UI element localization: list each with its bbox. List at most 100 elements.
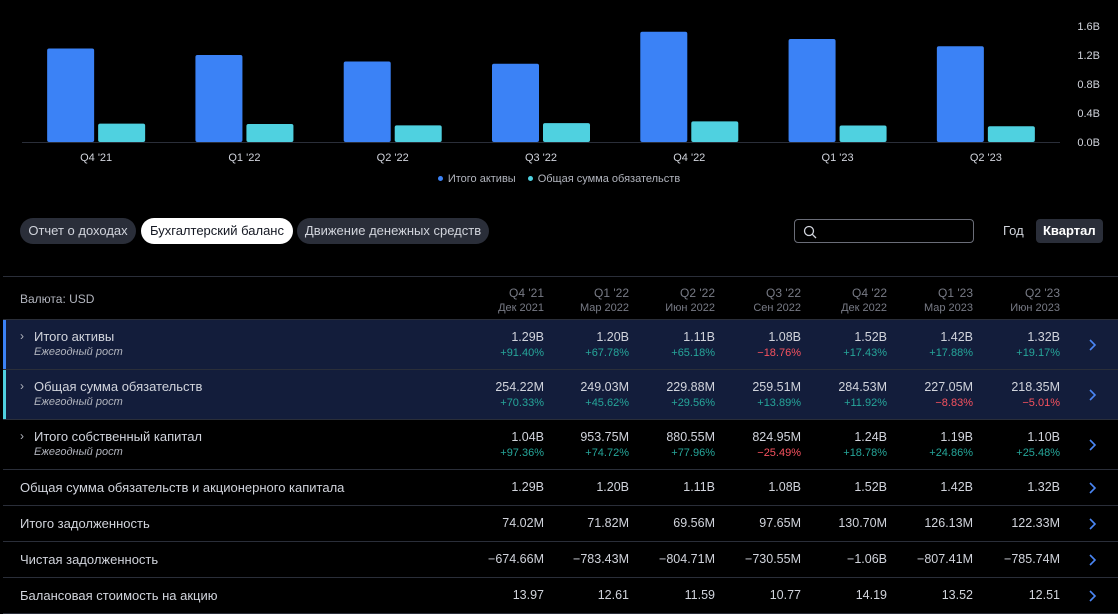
cell-value: 1.08B (768, 330, 801, 344)
cell-growth: +18.78% (843, 447, 887, 459)
cell-growth: +77.96% (671, 447, 715, 459)
cell-growth: +19.17% (1016, 347, 1060, 359)
legend-swatch (437, 176, 443, 181)
bar-total-liabilities[interactable] (987, 126, 1035, 142)
y-tick-label: 1.2B (1077, 50, 1100, 62)
cell-value: 1.52B (854, 330, 887, 344)
cell-value: 254.22M (495, 380, 544, 394)
cell-value: 1.20B (596, 330, 629, 344)
cell-value: 953.75M (580, 430, 629, 444)
cell-growth: +65.18% (671, 347, 715, 359)
cell-growth: +17.88% (929, 347, 973, 359)
column-header-date: Дек 2021 (498, 302, 544, 314)
period-quarter-button[interactable]: Квартал (1036, 219, 1103, 243)
cell-value: 1.32B (1027, 330, 1060, 344)
expand-chevron-icon[interactable]: › (20, 329, 24, 343)
legend-label: Итого активы (447, 172, 516, 185)
chevron-right-icon[interactable] (1084, 516, 1100, 532)
table-row[interactable]: Балансовая стоимость на акцию 13.97 12.61 1… (3, 578, 1118, 614)
cell-growth: −18.76% (757, 347, 801, 359)
bar-total-liabilities[interactable] (246, 123, 294, 142)
column-header-date: Дек 2022 (841, 302, 887, 314)
chart-svg: 1.6B 1.2B 0.8B 0.4B 0.0B Q4 '21 Q1 '22 Q2 '22 Q3… (22, 21, 1100, 164)
chevron-right-icon[interactable] (1084, 337, 1100, 353)
cell-value: 259.51M (752, 380, 801, 394)
cell-value: 97.65M (759, 516, 801, 530)
cell-value: 13.52 (941, 588, 973, 602)
chevron-right-icon[interactable] (1084, 552, 1100, 568)
expand-chevron-icon[interactable]: › (20, 379, 24, 393)
cell-value: 1.42B (940, 480, 973, 494)
chevron-right-icon[interactable] (1084, 437, 1100, 453)
bar-chart: 1.6B 1.2B 0.8B 0.4B 0.0B Q4 '21 Q1 '22 Q2 '22 Q3… (0, 0, 1118, 200)
bar-total-assets[interactable] (936, 46, 984, 142)
tab-cash-flow[interactable]: Движение денежных средств (297, 218, 489, 244)
column-header-date: Мар 2023 (923, 302, 973, 314)
bar-total-assets[interactable] (788, 39, 836, 142)
column-header-quarter: Q2 '23 (1025, 286, 1060, 300)
column-header-quarter: Q4 '22 (852, 286, 887, 300)
chevron-right-icon[interactable] (1084, 387, 1100, 403)
currency-label: Валюта: USD (20, 292, 95, 306)
bar-total-liabilities[interactable] (98, 123, 146, 142)
column-header-date: Сен 2022 (753, 302, 801, 314)
cell-value: 1.10B (1027, 430, 1060, 444)
cell-value: 824.95M (752, 430, 801, 444)
legend-swatch (527, 176, 533, 181)
cell-value: 1.04B (511, 430, 544, 444)
cell-value: 1.24B (854, 430, 887, 444)
chevron-right-icon[interactable] (1084, 480, 1100, 496)
bar-total-assets[interactable] (195, 55, 243, 142)
cell-value: −730.55M (745, 552, 801, 566)
table-header: Валюта: USD Q4 '21 Дек 2021 Q1 '22 Мар 2022… (3, 276, 1118, 320)
column-header-date: Июн 2023 (1010, 302, 1060, 314)
bar-total-liabilities[interactable] (394, 125, 442, 142)
table-row[interactable]: Чистая задолженность −674.66M −783.43M −804… (3, 542, 1118, 578)
chevron-right-icon[interactable] (1084, 588, 1100, 604)
cell-value: 249.03M (580, 380, 629, 394)
balance-sheet-table: Валюта: USD Q4 '21 Дек 2021 Q1 '22 Мар 2022… (3, 276, 1118, 614)
x-tick-label: Q1 '22 (228, 152, 260, 164)
bar-total-assets[interactable] (640, 31, 688, 142)
expand-chevron-icon[interactable]: › (20, 429, 24, 443)
table-row[interactable]: › Итого собственный капитал Ежегодный рост… (3, 420, 1118, 470)
tab-balance-sheet[interactable]: Бухгалтерский баланс (141, 218, 293, 244)
cell-value: 229.88M (666, 380, 715, 394)
column-header-quarter: Q2 '22 (680, 286, 715, 300)
cell-value: 12.61 (597, 588, 629, 602)
period-year-button[interactable]: Год (1003, 223, 1024, 238)
column-header-quarter: Q3 '22 (766, 286, 801, 300)
column-header-date: Мар 2022 (579, 302, 629, 314)
cell-value: −783.43M (573, 552, 629, 566)
legend-item[interactable]: Итого активы (437, 172, 516, 185)
search-input[interactable] (794, 219, 974, 243)
table-row[interactable]: › Общая сумма обязательств Ежегодный рост 2… (3, 370, 1118, 420)
cell-value: 1.42B (940, 330, 973, 344)
bar-total-assets[interactable] (492, 63, 539, 143)
tab-income-statement[interactable]: Отчет о доходах (20, 218, 136, 244)
bar-total-assets[interactable] (47, 48, 95, 142)
legend-item[interactable]: Общая сумма обязательств (527, 173, 680, 185)
y-tick-label: 0.4B (1077, 108, 1100, 120)
cell-growth: +13.89% (757, 397, 801, 409)
cell-growth: −5.01% (1022, 397, 1060, 409)
bar-total-liabilities[interactable] (691, 121, 739, 142)
cell-growth: −8.83% (935, 397, 973, 409)
row-label: Общая сумма обязательств (34, 379, 203, 394)
cell-value: −804.71M (659, 552, 715, 566)
bar-total-assets[interactable] (343, 61, 391, 142)
y-tick-label: 0.0B (1077, 137, 1100, 149)
row-label: Общая сумма обязательств и акционерного … (20, 480, 345, 495)
table-row[interactable]: › Итого активы Ежегодный рост 1.29B 1.20B 1.1… (3, 320, 1118, 370)
bar-total-liabilities[interactable] (543, 123, 590, 142)
bar-total-liabilities[interactable] (839, 125, 887, 142)
table-row[interactable]: Общая сумма обязательств и акционерного … (3, 470, 1118, 506)
table-row[interactable]: Итого задолженность 74.02M 71.82M 69.56M 97.… (3, 506, 1118, 542)
cell-value: 12.51 (1028, 588, 1060, 602)
chart-legend: Итого активы Общая сумма обязательств (0, 172, 1118, 185)
cell-growth: −25.49% (757, 447, 801, 459)
cell-growth: +45.62% (585, 397, 629, 409)
cell-value: 126.13M (924, 516, 973, 530)
cell-growth: +24.86% (929, 447, 973, 459)
cell-value: 13.97 (512, 588, 544, 602)
